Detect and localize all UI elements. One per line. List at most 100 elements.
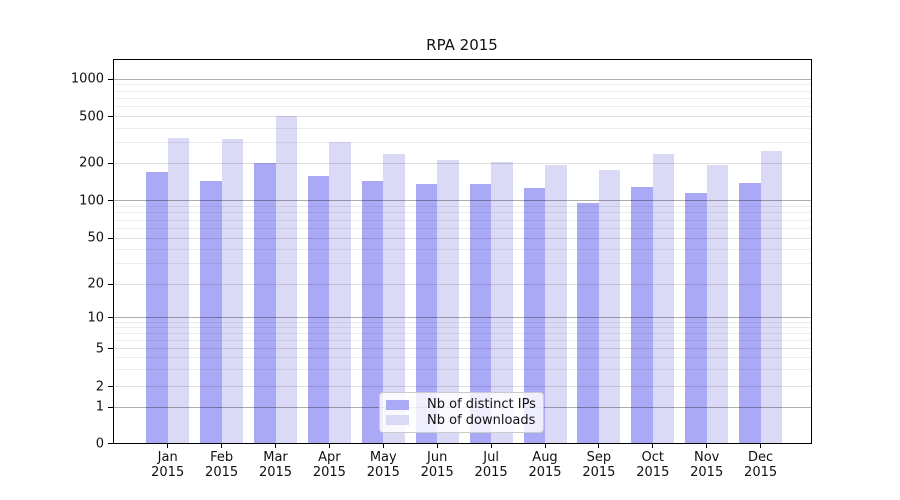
distinct-ips-swatch-icon — [386, 399, 409, 410]
chart-title: RPA 2015 — [426, 36, 498, 54]
y-tick-label: 1 — [95, 399, 104, 415]
gridline-major — [114, 317, 811, 319]
right-spine — [811, 59, 812, 444]
gridline-minor — [114, 219, 811, 221]
x-tick-label: Mar 2015 — [258, 450, 293, 480]
legend-item-distinct-ips: Nb of distinct IPs — [386, 397, 537, 412]
y-tick-mark — [108, 317, 113, 319]
bar-downloads — [491, 161, 513, 443]
x-tick-label: Jan 2015 — [151, 450, 185, 480]
gridline-minor — [114, 84, 811, 86]
y-tick-mark — [108, 283, 113, 285]
bar-downloads — [652, 154, 675, 443]
gridline-minor — [114, 357, 811, 359]
y-tick-label: 500 — [79, 109, 104, 125]
x-tick-mark — [652, 444, 654, 448]
legend: Nb of distinct IPs Nb of downloads — [379, 392, 544, 433]
bar-distinct-ips — [200, 181, 222, 443]
x-tick-label: May 2015 — [366, 450, 400, 480]
gridline-minor — [114, 321, 811, 323]
bar-distinct-ips — [307, 176, 330, 443]
x-tick-mark — [760, 444, 762, 448]
bar-downloads — [706, 165, 729, 443]
y-tick-label: 100 — [79, 193, 104, 209]
x-tick-mark — [328, 444, 330, 448]
bar-distinct-ips — [254, 162, 276, 443]
gridline-minor — [114, 142, 811, 144]
x-tick-mark — [382, 444, 384, 448]
bar-downloads — [275, 115, 297, 443]
bar-distinct-ips — [685, 193, 707, 443]
bar-distinct-ips — [631, 187, 653, 443]
gridline-minor — [114, 127, 811, 129]
gridline-minor — [114, 327, 811, 329]
bar-distinct-ips — [469, 184, 492, 443]
x-tick-label: Apr 2015 — [312, 450, 346, 480]
gridline-minor — [114, 106, 811, 108]
y-tick-mark — [108, 78, 113, 80]
x-tick-label: Nov 2015 — [690, 450, 724, 480]
y-tick-label: 2 — [95, 379, 104, 395]
x-tick-label: Feb 2015 — [205, 450, 239, 480]
bar-distinct-ips — [361, 181, 384, 443]
legend-label-distinct-ips: Nb of distinct IPs — [427, 397, 536, 413]
y-tick-mark — [108, 237, 113, 239]
bar-downloads — [221, 139, 244, 443]
y-tick-label: 50 — [87, 230, 104, 246]
gridline-major — [114, 78, 811, 80]
bottom-spine — [113, 443, 811, 444]
y-tick-mark — [108, 406, 113, 408]
gridline-minor — [114, 263, 811, 265]
y-tick-label: 5 — [95, 341, 104, 357]
y-tick-label: 0 — [95, 436, 104, 451]
bar-downloads — [598, 170, 621, 443]
x-tick-label: Jun 2015 — [420, 450, 454, 480]
bar-distinct-ips — [146, 172, 168, 443]
bar-downloads — [167, 137, 190, 443]
x-tick-mark — [706, 444, 708, 448]
x-tick-mark — [598, 444, 600, 448]
left-spine — [113, 59, 114, 444]
legend-label-downloads: Nb of downloads — [427, 412, 536, 428]
x-tick-mark — [221, 444, 223, 448]
y-tick-mark — [108, 348, 113, 350]
bar-distinct-ips — [523, 188, 545, 443]
gridline-minor — [114, 369, 811, 371]
gridline-minor — [114, 339, 811, 341]
x-tick-label: Dec 2015 — [744, 450, 778, 480]
y-tick-label: 20 — [87, 276, 104, 292]
y-tick-mark — [108, 200, 113, 202]
gridline-major — [114, 283, 811, 285]
y-tick-label: 200 — [79, 155, 104, 171]
bar-distinct-ips — [577, 203, 599, 443]
gridline-major — [114, 386, 811, 388]
x-tick-label: Jul 2015 — [474, 450, 508, 480]
y-tick-mark — [108, 386, 113, 388]
x-tick-mark — [544, 444, 546, 448]
top-spine — [113, 59, 811, 60]
gridline-minor — [114, 97, 811, 99]
gridline-minor — [114, 227, 811, 229]
gridline-minor — [114, 249, 811, 250]
gridline-major — [114, 200, 811, 202]
downloads-swatch-icon — [386, 415, 409, 426]
x-tick-mark — [436, 444, 438, 448]
gridline-major — [114, 162, 811, 164]
bar-downloads — [760, 150, 783, 443]
gridline-minor — [114, 212, 811, 214]
bar-downloads — [437, 160, 459, 443]
bar-downloads — [329, 142, 351, 443]
bar-distinct-ips — [415, 184, 438, 443]
gridline-major — [114, 116, 811, 118]
gridline-minor — [114, 333, 811, 335]
bar-downloads — [545, 164, 567, 443]
x-tick-mark — [490, 444, 492, 448]
bar-downloads — [383, 154, 405, 443]
x-tick-label: Oct 2015 — [636, 450, 670, 480]
gridline-minor — [114, 205, 811, 207]
y-tick-label: 10 — [87, 310, 104, 326]
